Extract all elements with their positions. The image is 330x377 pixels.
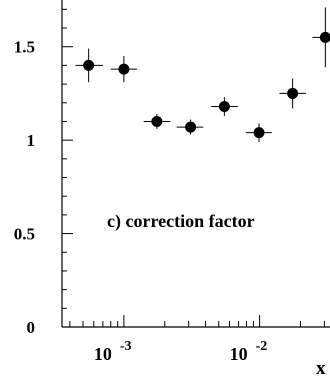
data-marker [118,63,130,75]
axes [61,0,330,328]
x-tick-label-exponent: -3 [120,339,132,354]
data-point [176,119,204,135]
x-tick-label-exponent: -2 [256,339,268,354]
data-marker [151,115,163,127]
data-points [75,7,330,143]
data-marker [83,59,95,71]
data-marker [185,121,197,133]
tick-labels: 0 0.5 1 1.5 10 -3 10 -2 [14,38,268,364]
data-point [279,78,307,109]
data-marker [319,31,330,43]
data-point [312,7,330,68]
x-axis-label: x [316,358,326,377]
tick-marks [62,8,325,328]
data-point [245,123,272,143]
data-point [75,48,103,83]
data-point [211,97,238,116]
x-tick-label-base: 10 [230,344,248,364]
data-marker [287,87,299,99]
data-marker [218,101,230,113]
y-tick-label: 0 [27,318,36,337]
data-marker [253,127,265,139]
data-point [110,56,138,83]
chart-annotation: c) correction factor [107,211,255,232]
y-tick-label: 1.5 [14,38,35,57]
data-point [143,113,171,129]
x-tick-label-base: 10 [94,344,112,364]
y-tick-label: 1 [27,131,36,150]
y-tick-label: 0.5 [14,225,35,244]
